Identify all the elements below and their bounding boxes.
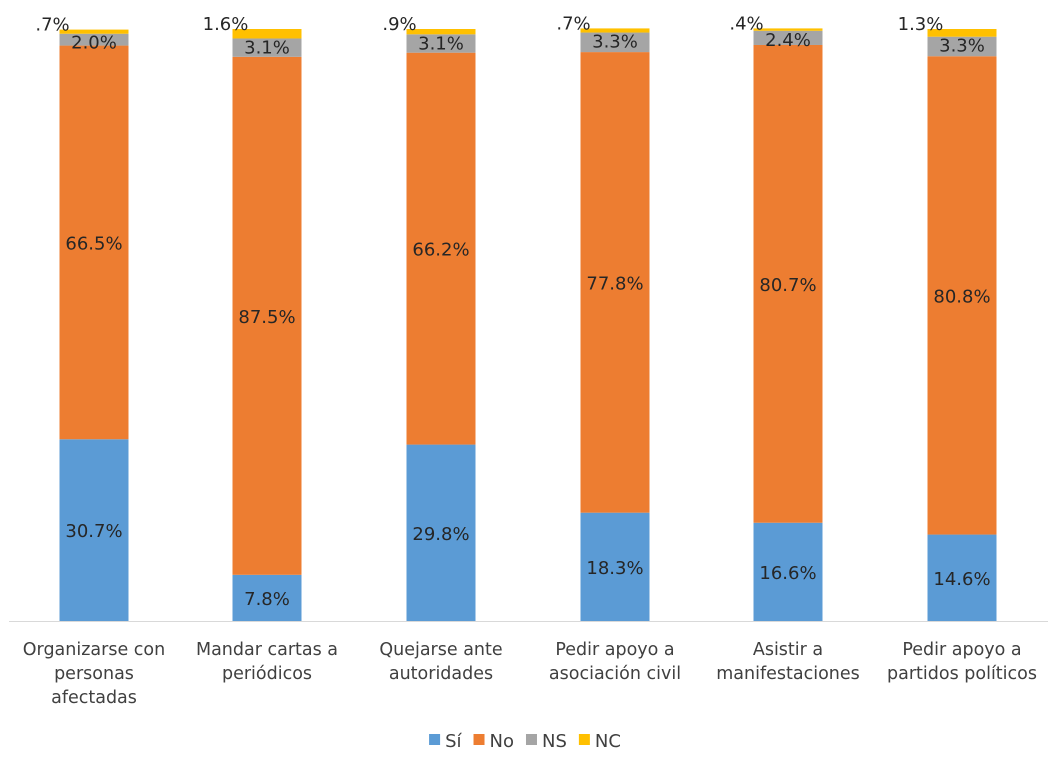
- bar-segment: [927, 36, 997, 57]
- data-label: 1.6%: [203, 14, 249, 35]
- data-label: 18.3%: [586, 558, 643, 579]
- data-label: 2.4%: [765, 30, 811, 51]
- data-label: 14.6%: [933, 569, 990, 590]
- bar-segment: [406, 29, 476, 35]
- category-label: Organizarse con: [23, 640, 165, 660]
- bar-segment: [232, 56, 302, 575]
- legend-label: NS: [542, 731, 567, 752]
- legend-swatch: [578, 734, 590, 745]
- bar-segment: [927, 534, 997, 621]
- category-label: Pedir apoyo a: [902, 640, 1021, 660]
- category-label: Pedir apoyo a: [555, 640, 674, 660]
- bar-segment: [59, 33, 129, 46]
- data-label: 2.0%: [71, 33, 117, 54]
- category-label: periódicos: [222, 664, 312, 684]
- data-label: .4%: [729, 13, 763, 34]
- category-label: manifestaciones: [716, 664, 860, 684]
- bar-segment: [580, 32, 650, 53]
- data-label: 66.2%: [412, 240, 469, 261]
- bar-segment: [753, 30, 823, 45]
- data-label: 66.5%: [65, 233, 122, 254]
- bar-segment: [580, 512, 650, 621]
- data-label: .9%: [382, 14, 416, 35]
- bar-segment: [406, 52, 476, 445]
- category-label: afectadas: [51, 688, 137, 708]
- bar-segment: [580, 28, 650, 33]
- data-label: 77.8%: [586, 273, 643, 294]
- data-label: 3.1%: [244, 37, 290, 58]
- bar-segment: [59, 29, 129, 34]
- category-label: Quejarse ante: [379, 640, 502, 660]
- bar-segment: [232, 38, 302, 57]
- data-label: 16.6%: [759, 563, 816, 584]
- data-label: 7.8%: [244, 589, 290, 610]
- bar-segment: [927, 56, 997, 535]
- category-label: asociación civil: [549, 664, 681, 684]
- bar-segment: [927, 29, 997, 37]
- bar-segment: [59, 45, 129, 440]
- legend-swatch: [525, 734, 537, 745]
- category-label: personas: [54, 664, 134, 684]
- bar-segment: [753, 44, 823, 523]
- bar-segment: [406, 444, 476, 621]
- bar-segment: [753, 28, 823, 31]
- legend: Sí No NS NC: [429, 731, 621, 752]
- data-label: 1.3%: [898, 14, 944, 35]
- data-label: 80.8%: [933, 286, 990, 307]
- bar-segment: [232, 29, 302, 39]
- data-label: 80.7%: [759, 275, 816, 296]
- data-label: 30.7%: [65, 521, 122, 542]
- category-label: Mandar cartas a: [196, 640, 338, 660]
- category-label: autoridades: [389, 664, 493, 684]
- legend-swatch: [429, 734, 441, 745]
- category-label: Asistir a: [753, 640, 823, 660]
- bar-segment: [406, 34, 476, 53]
- bar-segment: [580, 52, 650, 513]
- bar-segment: [59, 439, 129, 621]
- bar-segment: [232, 574, 302, 621]
- data-label: 29.8%: [412, 524, 469, 545]
- legend-label: NC: [595, 731, 621, 752]
- data-label: .7%: [35, 15, 69, 36]
- legend-swatch: [473, 734, 485, 745]
- legend-label: Sí: [445, 731, 462, 752]
- legend-label: No: [490, 731, 514, 752]
- bar-segment: [753, 522, 823, 621]
- data-label: 3.3%: [592, 32, 638, 53]
- data-label: 3.3%: [939, 36, 985, 57]
- data-label: 3.1%: [418, 33, 464, 54]
- data-label: 87.5%: [238, 307, 295, 328]
- data-label: .7%: [556, 13, 590, 34]
- category-label: partidos políticos: [887, 664, 1037, 684]
